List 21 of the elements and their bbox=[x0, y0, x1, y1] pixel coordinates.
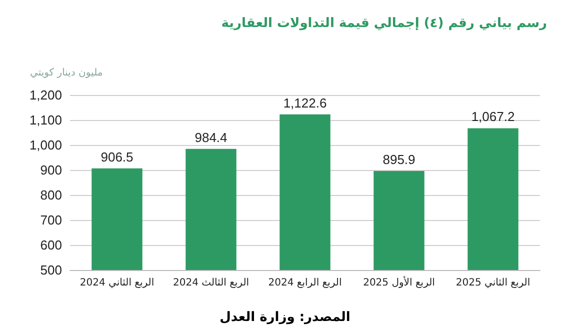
y-tick-label: 700 bbox=[40, 212, 62, 228]
y-axis-title: مليون دينار كويتي bbox=[30, 68, 103, 78]
y-tick-label: 600 bbox=[40, 238, 62, 252]
y-tick-label: 900 bbox=[40, 162, 62, 178]
data-label: 984.4 bbox=[194, 130, 228, 145]
x-tick-label: الربع الأول 2025 bbox=[363, 276, 435, 288]
x-tick-label: الربع الثاني 2025 bbox=[456, 278, 530, 288]
x-tick-label: الربع الثالث 2024 bbox=[172, 278, 250, 288]
x-tick-label: الربع الرابع 2024 bbox=[268, 278, 342, 288]
data-label: 906.5 bbox=[100, 149, 134, 164]
y-tick-label: 1,000 bbox=[29, 138, 62, 152]
data-label: 1,067.2 bbox=[471, 109, 515, 124]
y-tick-label: 1,100 bbox=[29, 112, 62, 128]
chart-title: رسم بياني رقم (٤) إجمالي قيمة التداولات العقارية bbox=[221, 16, 548, 31]
data-label: 1,122.6 bbox=[283, 95, 327, 110]
y-tick-label: 800 bbox=[40, 188, 62, 202]
x-tick-label: الربع الثاني 2024 bbox=[80, 278, 154, 288]
y-tick-label: 1,200 bbox=[29, 88, 62, 102]
y-tick-label: 500 bbox=[40, 262, 62, 278]
text: المصدر: وزارة العدل bbox=[220, 310, 350, 325]
data-label: 895.9 bbox=[382, 152, 416, 168]
